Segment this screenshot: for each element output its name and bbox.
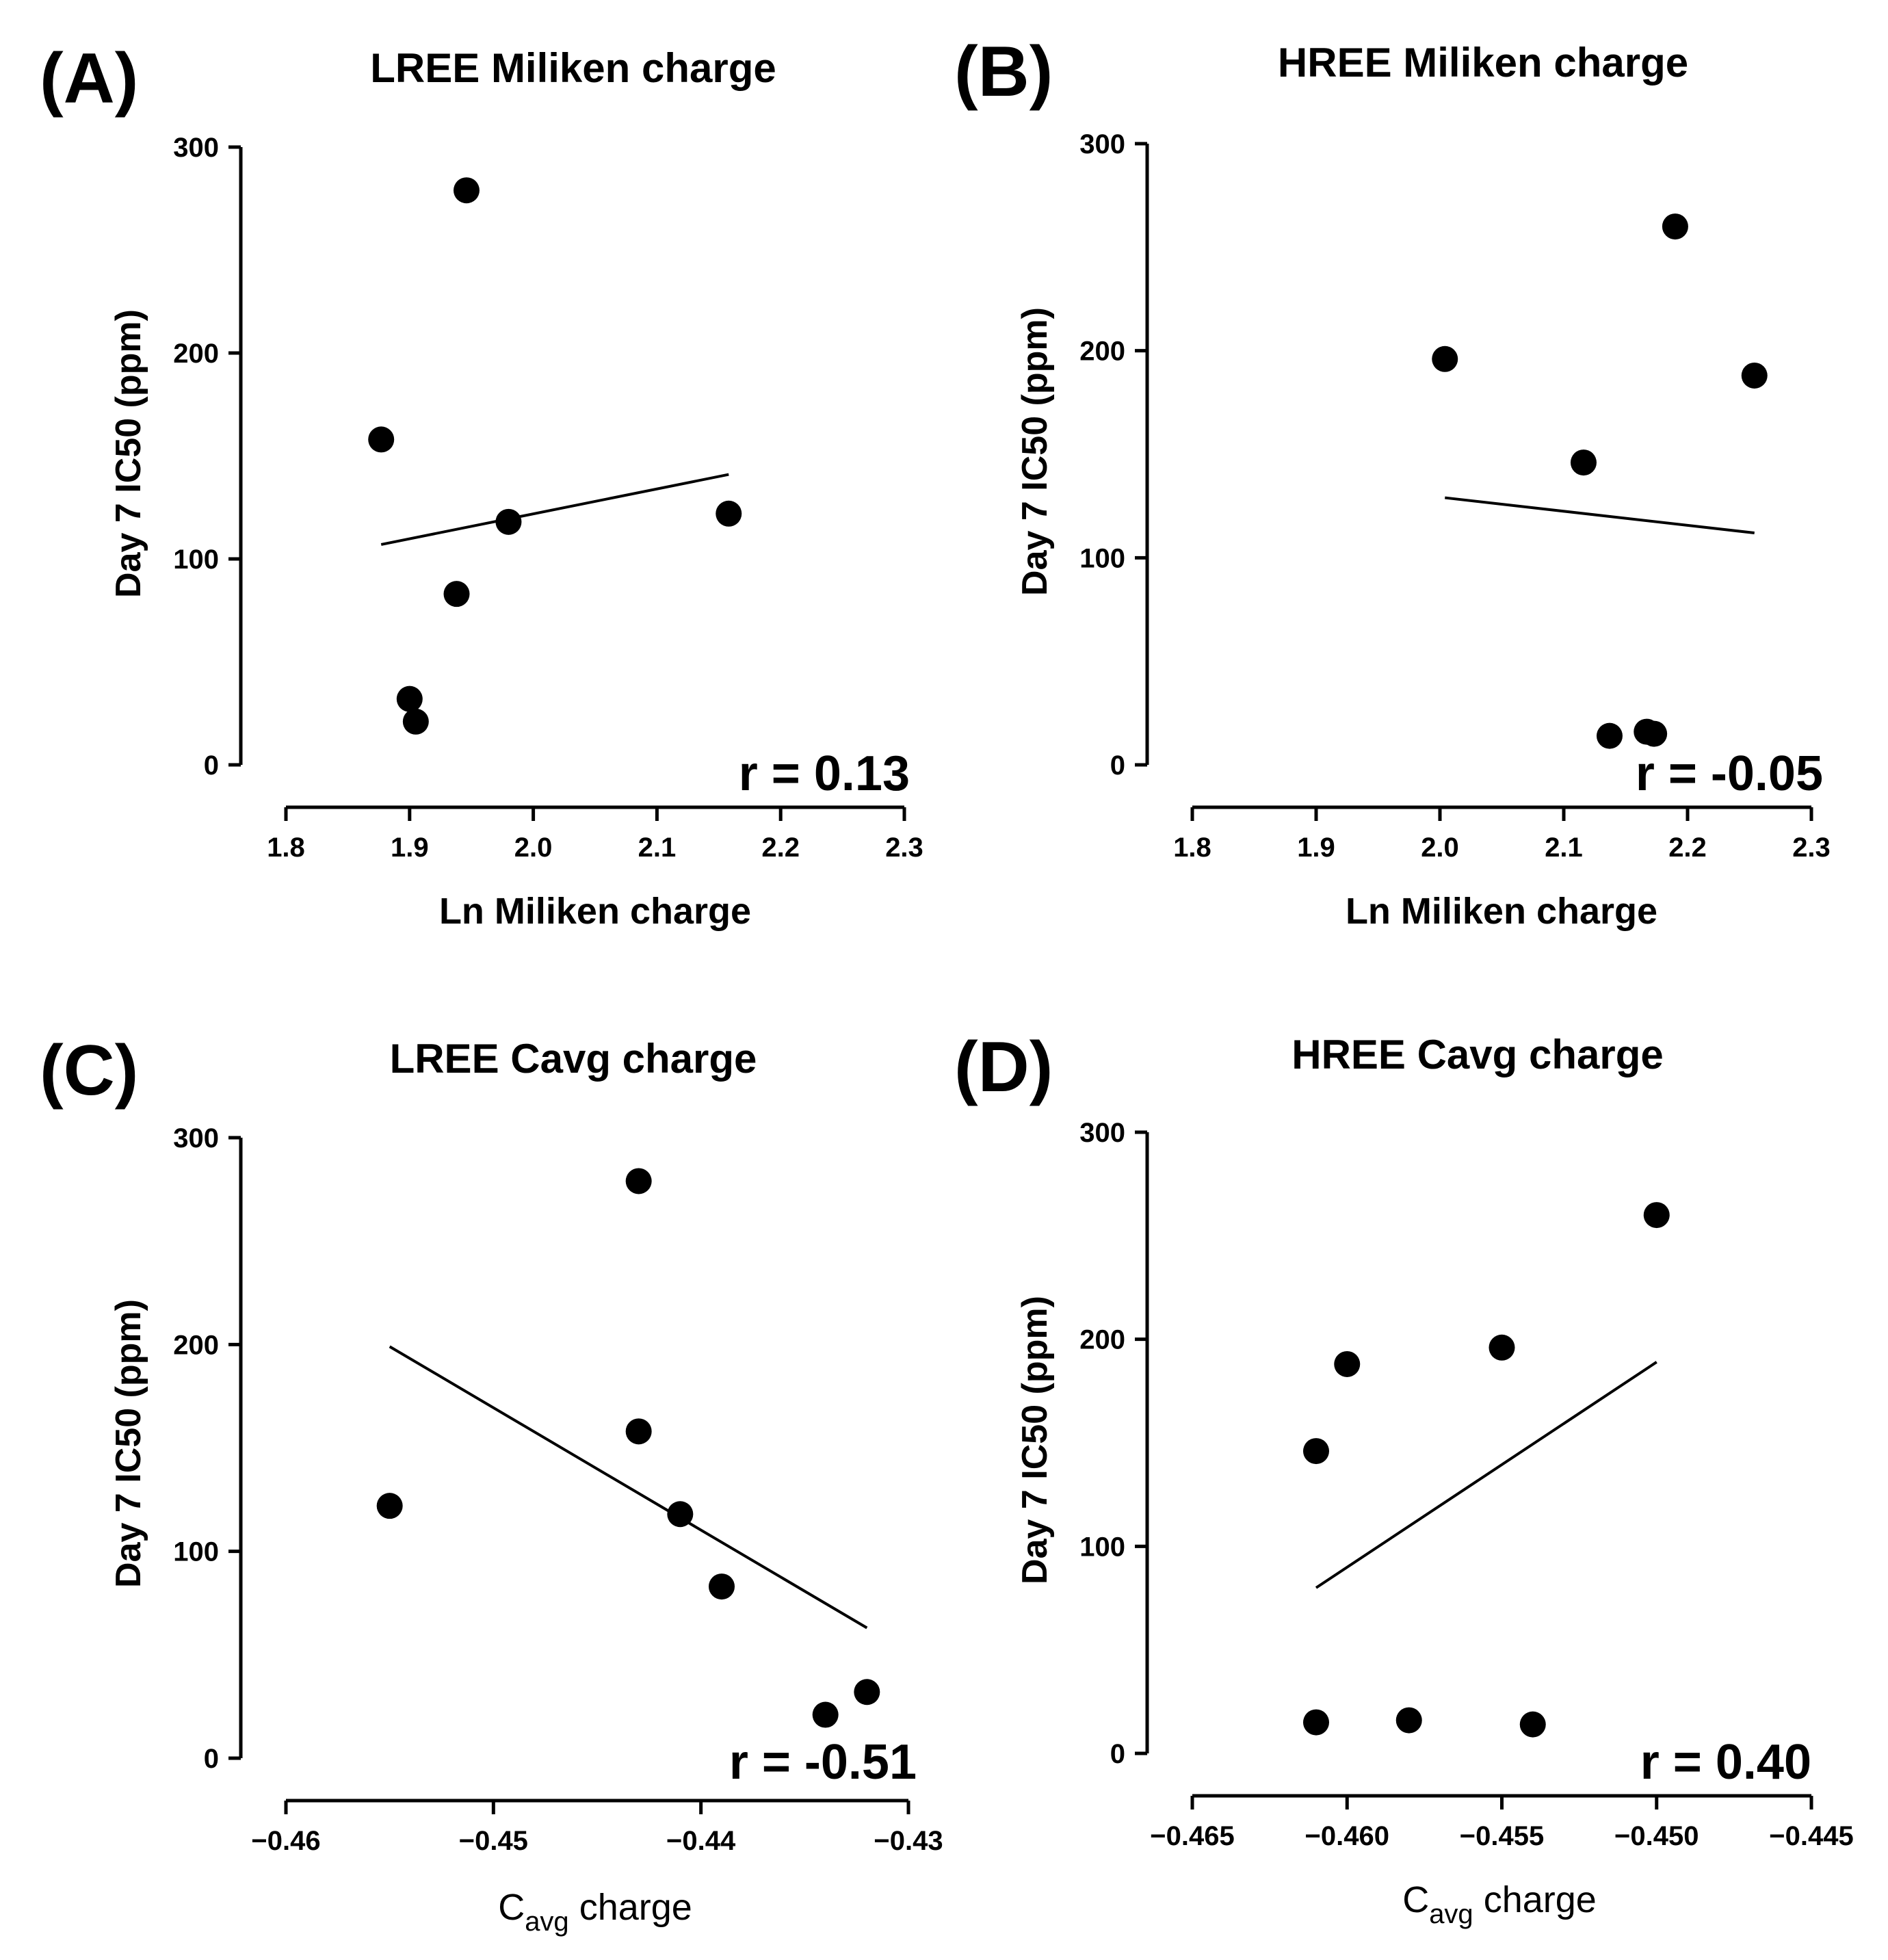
x-tick-label: −0.46 (251, 1826, 320, 1856)
y-tick-label: 100 (173, 545, 219, 575)
panel-label-d: (D) (954, 1028, 1053, 1107)
data-point (1489, 1334, 1515, 1361)
data-point (368, 426, 395, 453)
x-tick-label: −0.45 (459, 1826, 528, 1856)
regression-line-c (389, 1345, 868, 1630)
data-point (667, 1501, 694, 1528)
x-tick-label: 2.3 (1792, 833, 1831, 863)
y-axis-label-c: Day 7 IC50 (ppm) (109, 1299, 148, 1588)
x-tick-label: 1.9 (391, 833, 429, 863)
data-point (1570, 449, 1597, 476)
y-tick-label: 300 (173, 1123, 219, 1153)
y-axis-label-d: Day 7 IC50 (ppm) (1015, 1296, 1055, 1584)
data-point (716, 500, 742, 527)
y-tick-label: 0 (1110, 750, 1125, 781)
data-point (1334, 1350, 1361, 1377)
y-tick-label: 200 (1079, 337, 1125, 367)
data-point (709, 1573, 735, 1600)
y-tick-label: 200 (173, 339, 219, 369)
data-point (376, 1493, 403, 1519)
data-point (495, 508, 522, 535)
data-point (443, 581, 470, 607)
y-tick-label: 300 (173, 133, 219, 163)
data-point (1643, 1202, 1670, 1229)
data-point (1641, 720, 1668, 747)
x-tick-label: 2.3 (885, 833, 923, 863)
y-tick-label: 200 (1079, 1325, 1125, 1355)
x-tick-label: 1.9 (1297, 833, 1335, 863)
y-tick-label: 100 (1079, 543, 1125, 573)
panel-d: (D) HREE Cavg charge Day 7 IC50 (ppm) Ca… (954, 1028, 1854, 1929)
panel-label-c: (C) (40, 1031, 138, 1110)
panel-b: (B) HREE Miliken charge Day 7 IC50 (ppm)… (954, 32, 1831, 932)
regression-line-a (380, 473, 729, 546)
x-tick-label: 2.1 (1545, 833, 1583, 863)
x-axis-label-c: Cavg charge (498, 1887, 692, 1937)
x-tick-label: 2.2 (761, 833, 800, 863)
x-tick-label: 2.0 (1421, 833, 1459, 863)
y-axis-label-b: Day 7 IC50 (ppm) (1015, 307, 1055, 596)
correlation-annotation-c: r = -0.51 (729, 1735, 917, 1790)
panel-title-b: HREE Miliken charge (1278, 40, 1688, 86)
data-point (625, 1418, 652, 1445)
panel-title-d: HREE Cavg charge (1292, 1032, 1664, 1077)
data-point (1519, 1711, 1546, 1738)
x-tick-label: −0.43 (874, 1826, 943, 1856)
panel-label-a: (A) (40, 39, 138, 118)
data-point (1596, 722, 1623, 749)
x-axis-label-b: Ln Miliken charge (1346, 891, 1657, 932)
data-point (396, 685, 423, 712)
panel-label-b: (B) (954, 32, 1053, 112)
y-tick-label: 100 (1079, 1532, 1125, 1562)
data-point (453, 177, 480, 204)
y-tick-label: 100 (173, 1537, 219, 1567)
correlation-annotation-b: r = -0.05 (1636, 746, 1823, 801)
x-axis-label-d: Cavg charge (1402, 1879, 1597, 1929)
data-point (1432, 345, 1458, 372)
data-point (1303, 1709, 1329, 1736)
y-tick-label: 0 (204, 1744, 219, 1774)
correlation-annotation-d: r = 0.40 (1640, 1735, 1811, 1790)
x-tick-label: 2.2 (1668, 833, 1707, 863)
data-point (625, 1168, 652, 1194)
y-tick-label: 200 (173, 1330, 219, 1360)
x-tick-label: −0.465 (1150, 1821, 1234, 1851)
data-point (1303, 1438, 1329, 1465)
data-point (1395, 1707, 1422, 1734)
data-point (1741, 362, 1768, 389)
x-tick-label: 2.0 (514, 833, 553, 863)
x-tick-label: 2.1 (638, 833, 677, 863)
data-point (402, 708, 429, 735)
y-tick-label: 300 (1079, 1118, 1125, 1148)
data-point (854, 1679, 880, 1706)
regression-line-d (1315, 1361, 1657, 1589)
y-axis-label-a: Day 7 IC50 (ppm) (109, 309, 148, 598)
regression-line-b (1445, 496, 1755, 535)
data-point (812, 1701, 839, 1728)
correlation-annotation-a: r = 0.13 (739, 746, 910, 801)
x-tick-label: −0.455 (1460, 1821, 1544, 1851)
x-tick-label: 1.8 (267, 833, 305, 863)
x-tick-label: −0.445 (1769, 1821, 1853, 1851)
panel-title-a: LREE Miliken charge (370, 45, 776, 91)
y-tick-label: 0 (1110, 1739, 1125, 1769)
data-point (1662, 213, 1688, 240)
x-tick-label: −0.450 (1614, 1821, 1699, 1851)
x-tick-label: −0.460 (1305, 1821, 1389, 1851)
panel-c: (C) LREE Cavg charge Day 7 IC50 (ppm) Ca… (40, 1031, 943, 1937)
panel-title-c: LREE Cavg charge (390, 1036, 757, 1082)
x-axis-label-a: Ln Miliken charge (439, 891, 751, 932)
y-tick-label: 300 (1079, 129, 1125, 159)
x-tick-label: 1.8 (1173, 833, 1211, 863)
y-tick-label: 0 (204, 750, 219, 781)
panel-a: (A) LREE Miliken charge Day 7 IC50 (ppm)… (40, 39, 923, 932)
x-tick-label: −0.44 (666, 1826, 736, 1856)
